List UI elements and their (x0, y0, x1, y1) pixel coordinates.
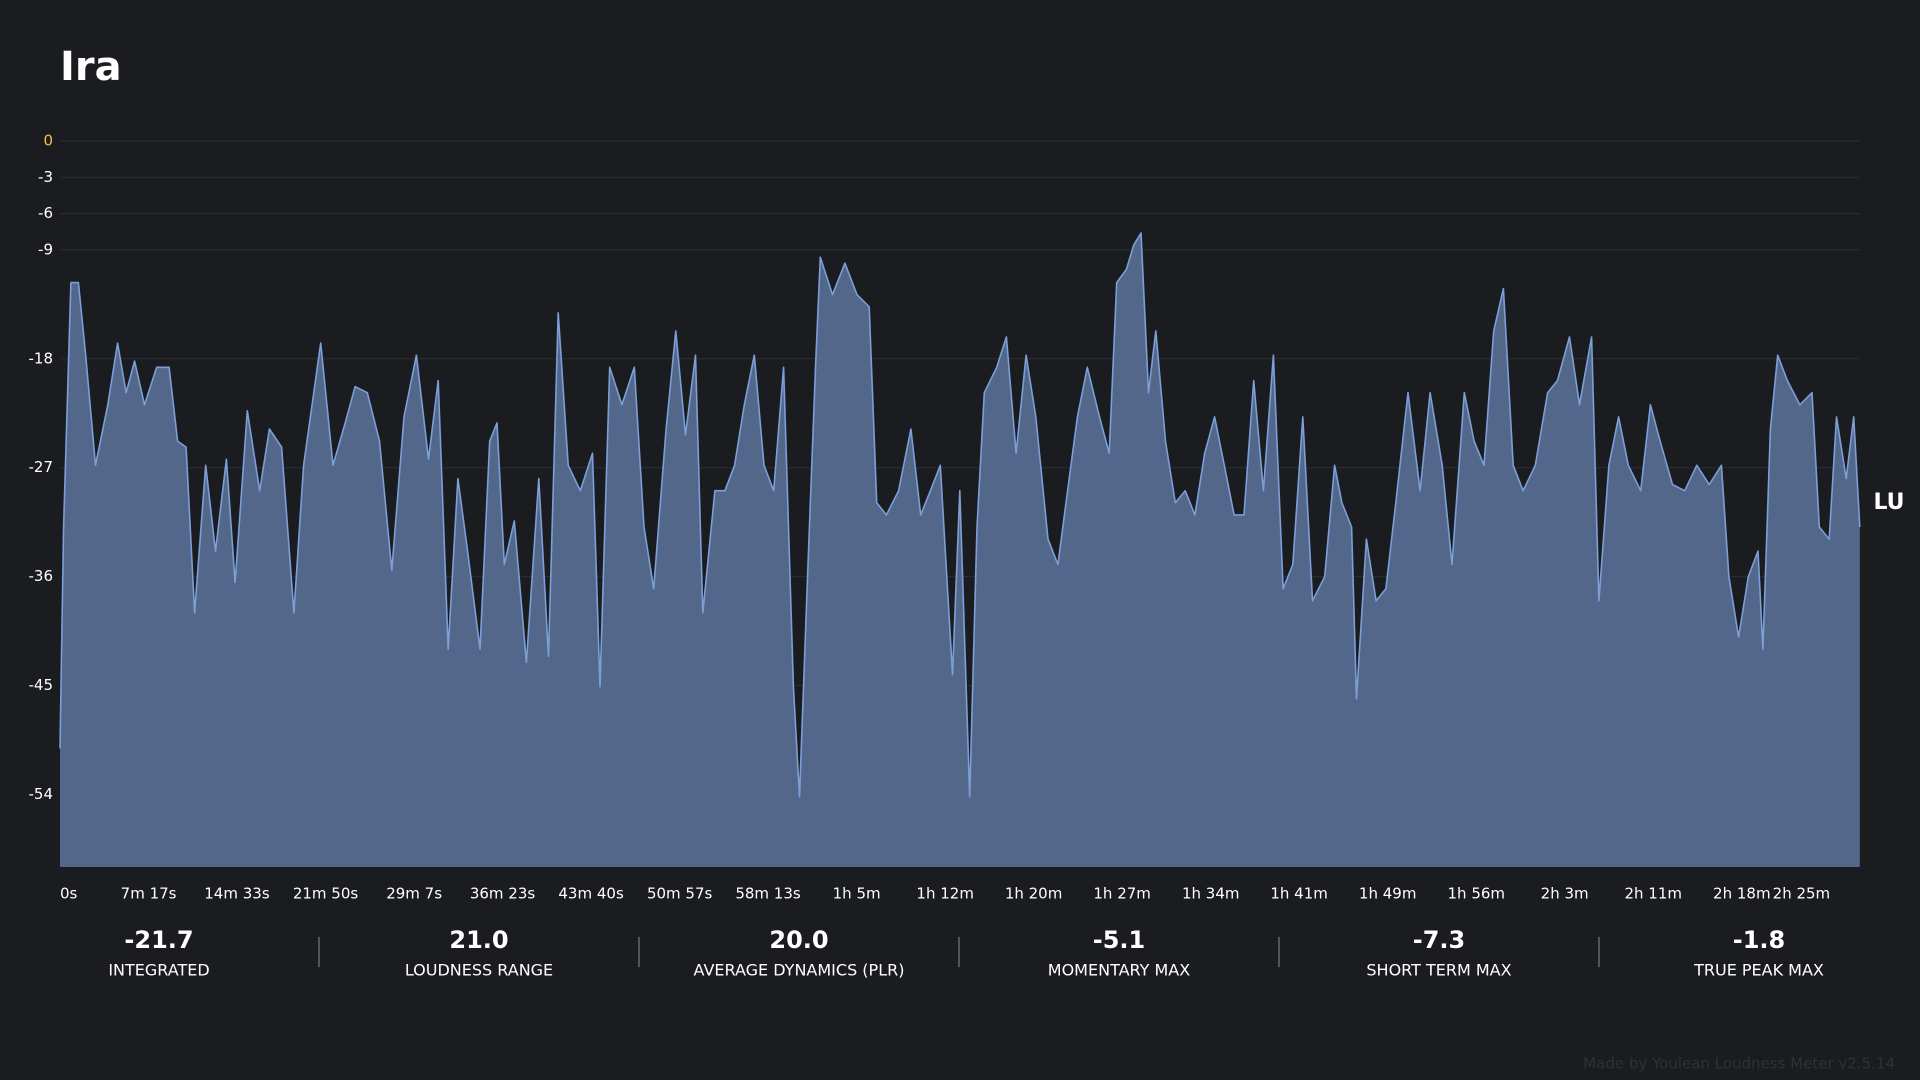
x-tick-label: 21m 50s (293, 885, 359, 903)
y-tick-label: -36 (29, 567, 54, 585)
x-tick-label: 0s (60, 885, 78, 903)
stat-value: 21.0 (449, 926, 508, 954)
y-tick-label: -45 (29, 676, 54, 694)
stat-value: -1.8 (1733, 926, 1785, 954)
y-tick-label: -6 (38, 204, 53, 222)
x-tick-label: 2h 25m (1773, 885, 1831, 903)
unit-label: LU (1873, 490, 1904, 515)
area-line (59, 232, 1861, 798)
stat-value: -21.7 (124, 926, 193, 954)
x-tick-label: 1h 34m (1182, 885, 1240, 903)
x-tick-label: 1h 5m (833, 885, 881, 903)
x-tick-label: 7m 17s (121, 885, 177, 903)
x-tick-label: 1h 56m (1448, 885, 1506, 903)
y-tick-label: -3 (38, 168, 53, 186)
y-tick-label: -54 (29, 785, 54, 803)
x-tick-label: 36m 23s (470, 885, 536, 903)
stat-value: -7.3 (1413, 926, 1465, 954)
y-tick-label: -27 (29, 458, 54, 476)
x-tick-label: 14m 33s (204, 885, 270, 903)
y-tick-label: -9 (38, 240, 53, 258)
stat-name: MOMENTARY MAX (1048, 961, 1190, 980)
footer: Made by Youlean Loudness Meter v2.5.14 (1583, 1055, 1895, 1073)
y-tick-label: -18 (29, 349, 54, 367)
stat-name: LOUDNESS RANGE (405, 961, 553, 980)
x-tick-label: 1h 49m (1359, 885, 1417, 903)
x-tick-label: 29m 7s (386, 885, 442, 903)
x-tick-label: 1h 12m (916, 885, 974, 903)
x-tick-label: 2h 18m (1713, 885, 1771, 903)
stat-value: -5.1 (1093, 926, 1145, 954)
area-fill (60, 233, 1860, 867)
x-tick-label: 1h 41m (1270, 885, 1328, 903)
x-tick-label: 50m 57s (647, 885, 713, 903)
stat-name: INTEGRATED (108, 961, 209, 980)
x-tick-label: 2h 11m (1624, 885, 1682, 903)
x-tick-label: 58m 13s (735, 885, 801, 903)
x-tick-label: 1h 20m (1005, 885, 1063, 903)
chart-title: Ira (60, 44, 122, 90)
stat-name: SHORT TERM MAX (1366, 961, 1511, 980)
stat-name: AVERAGE DYNAMICS (PLR) (694, 961, 905, 980)
x-tick-label: 1h 27m (1093, 885, 1151, 903)
stat-name: TRUE PEAK MAX (1693, 961, 1824, 980)
x-tick-label: 2h 3m (1541, 885, 1589, 903)
x-tick-label: 43m 40s (558, 885, 624, 903)
stat-value: 20.0 (769, 926, 828, 954)
y-tick-label: 0 (43, 132, 53, 150)
